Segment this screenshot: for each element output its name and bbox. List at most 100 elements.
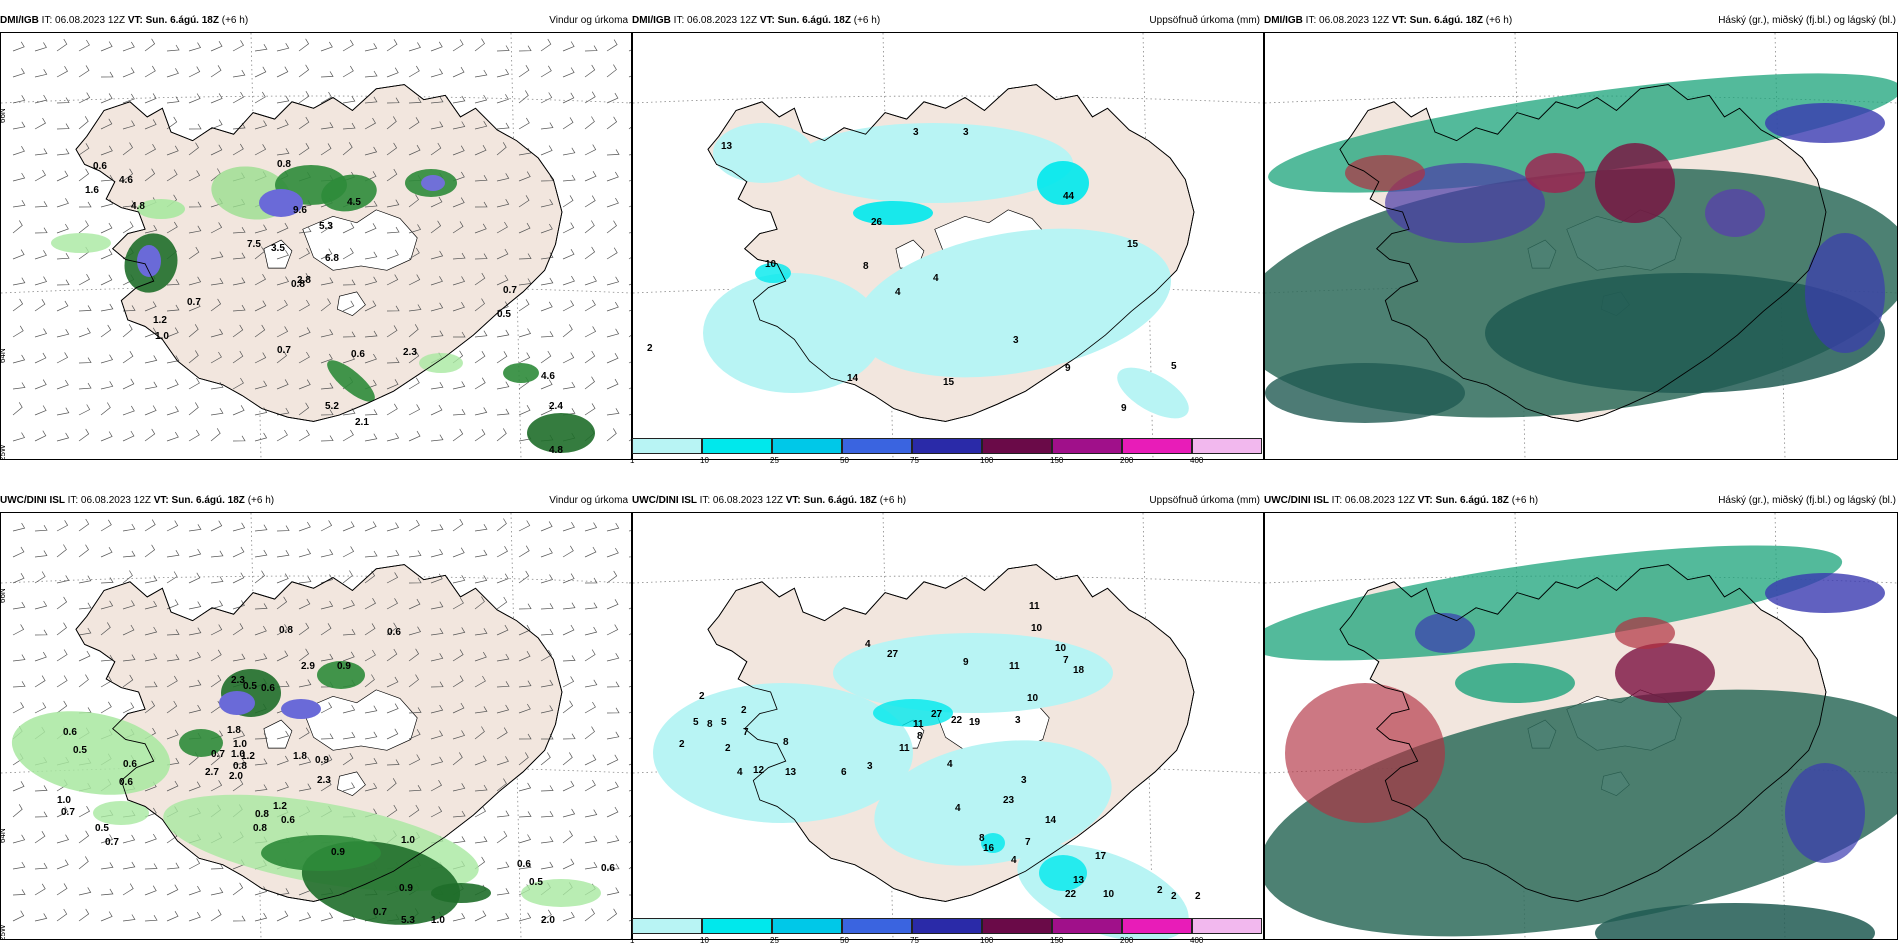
wind-barb — [34, 94, 48, 104]
wind-barb — [606, 92, 619, 104]
wind-barb — [386, 703, 399, 714]
map-area: 11 10 4 27 9 11 10 7 18 10 27 22 19 3 11 8 2 2 5 8 5 7 2 8 2 4 12 1… — [632, 512, 1264, 940]
colorbar-tick: 10 — [700, 936, 709, 945]
value-label: 0.8 — [291, 279, 305, 290]
wind-barb — [430, 780, 442, 792]
map-area — [1264, 32, 1898, 460]
wind-barb — [342, 300, 355, 312]
wind-barb — [540, 145, 553, 156]
wind-barb — [232, 350, 244, 364]
value-label: 0.7 — [277, 345, 291, 356]
value-label: 0.8 — [253, 823, 267, 834]
wind-barb — [430, 96, 444, 104]
wind-barb — [606, 707, 620, 714]
wind-barb — [496, 913, 510, 922]
colorbar-tick: 400 — [1190, 456, 1204, 465]
wind-barb — [232, 757, 246, 766]
wind-barb — [342, 122, 356, 130]
value-label: 1.2 — [273, 801, 287, 812]
wind-barb — [166, 145, 179, 156]
value-label: 1.6 — [85, 185, 99, 196]
value-label: 0.6 — [63, 727, 77, 738]
wind-barb — [188, 627, 202, 636]
value-label: 1.0 — [231, 749, 245, 760]
wind-barb — [496, 861, 510, 870]
value-label: 0.5 — [95, 823, 109, 834]
precip-area — [1615, 617, 1675, 649]
precip-area — [1268, 73, 1897, 193]
value-label: 0.6 — [517, 859, 531, 870]
wind-barb — [386, 403, 398, 416]
wind-barb — [606, 547, 619, 558]
wind-barb — [210, 65, 222, 78]
wind-barb — [540, 705, 554, 714]
wind-barb — [254, 758, 268, 766]
wind-barb — [562, 780, 575, 792]
valid-time: Sun. 6.ágú. 18Z — [777, 15, 854, 26]
colorbar-tick: 150 — [1050, 936, 1064, 945]
wind-barb — [298, 64, 310, 78]
wind-barb — [34, 299, 46, 312]
precip-area — [1785, 763, 1865, 863]
value-label: 7 — [743, 727, 749, 738]
wind-barb — [606, 247, 618, 260]
value-label: 5.3 — [401, 915, 415, 926]
wind-barb — [276, 624, 288, 636]
wind-barb — [78, 856, 89, 870]
value-label: 0.7 — [61, 807, 75, 818]
value-label: 3 — [1013, 335, 1019, 346]
wind-barb — [430, 68, 444, 78]
wind-barb — [408, 304, 422, 312]
wind-barb — [518, 680, 532, 688]
wind-barb — [364, 731, 378, 740]
value-label: 2.0 — [229, 771, 243, 782]
wind-barb — [518, 222, 531, 234]
wind-barb — [518, 405, 531, 416]
wind-barb — [562, 324, 573, 338]
wind-barb — [144, 327, 157, 338]
precip-area — [317, 661, 365, 689]
wind-barb — [364, 409, 378, 416]
wind-barb — [188, 276, 202, 286]
wind-barb — [166, 279, 180, 286]
wind-barb — [100, 402, 111, 416]
wind-barb — [562, 733, 576, 740]
graticule-label: 64N — [1, 828, 7, 843]
wind-barb — [56, 279, 70, 286]
wind-barb — [606, 39, 618, 52]
value-label: 3.5 — [271, 243, 285, 254]
colorbar-tick: 1 — [630, 936, 635, 945]
colorbar-tick: 150 — [1050, 456, 1064, 465]
wind-barb — [474, 94, 488, 104]
wind-barb — [430, 524, 444, 532]
colorbar-swatch — [982, 438, 1052, 454]
wind-barb — [364, 146, 378, 156]
wind-barb — [232, 546, 245, 558]
model-source: UWC/DINI ISL — [632, 495, 700, 506]
wind-barb — [540, 38, 552, 52]
wind-barb — [166, 304, 180, 312]
wind-barb — [430, 704, 444, 714]
wind-barb — [606, 428, 617, 442]
precip-rate-values: 0.8 0.62.30.5 0.62.9 0.91.81.00.60.50.61.00… — [57, 625, 615, 926]
wind-barb — [210, 278, 224, 286]
wind-barb — [320, 143, 332, 156]
value-label: 0.7 — [211, 749, 225, 760]
wind-barb — [364, 117, 376, 130]
wind-barb — [562, 174, 576, 182]
value-label: 18 — [1073, 665, 1085, 676]
wind-barb — [342, 247, 354, 260]
value-label: 6 — [841, 767, 847, 778]
wind-barb — [320, 653, 334, 662]
wind-barb — [320, 754, 333, 766]
wind-barb — [540, 175, 554, 182]
wind-barb — [56, 675, 68, 688]
wind-barb — [254, 352, 267, 364]
wind-barb — [452, 66, 465, 78]
wind-barb — [100, 71, 114, 78]
wind-barb — [320, 71, 334, 78]
wind-barb — [540, 379, 553, 390]
wind-barb — [232, 252, 246, 260]
wind-barb — [474, 524, 488, 532]
wind-barb — [320, 435, 334, 442]
